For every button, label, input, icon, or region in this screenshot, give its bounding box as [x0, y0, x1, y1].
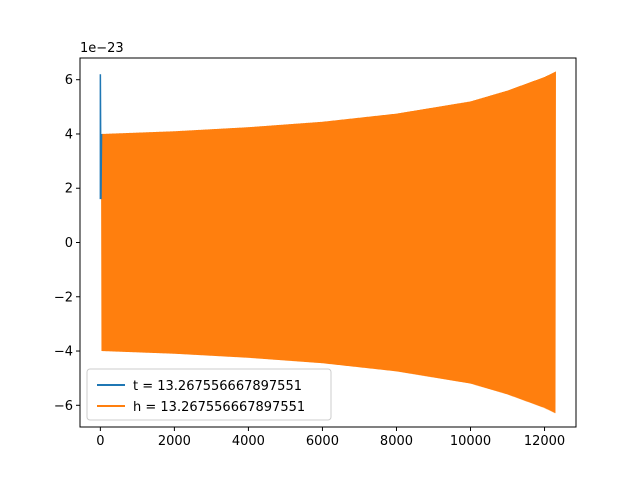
x-tick-label: 6000: [306, 434, 339, 449]
plot-area: [99, 71, 556, 414]
legend-label-t: t = 13.267556667897551: [133, 379, 302, 394]
y-tick-label: −2: [54, 290, 73, 305]
y-tick-label: 2: [65, 182, 73, 197]
x-tick-label: 10000: [450, 434, 491, 449]
legend-box: [86, 368, 332, 421]
x-tick-label: 8000: [380, 434, 413, 449]
x-tick-label: 0: [96, 434, 104, 449]
y-tick-label: 4: [65, 127, 73, 142]
y-axis: −6 −4 −2 0 2 4 6: [54, 73, 80, 414]
legend-label-h: h = 13.267556667897551: [133, 400, 305, 415]
series-t-line: [99, 74, 103, 200]
legend: t = 13.267556667897551 h = 13.2675566678…: [86, 368, 332, 421]
x-axis: 0 2000 4000 6000 8000 10000 12000: [96, 427, 565, 449]
y-scale-label: 1e−23: [80, 41, 124, 56]
y-tick-label: −4: [54, 345, 73, 360]
y-tick-label: 0: [65, 236, 73, 251]
x-tick-label: 2000: [158, 434, 191, 449]
x-tick-label: 4000: [232, 434, 265, 449]
y-tick-label: 6: [65, 73, 73, 88]
series-h-line: [100, 71, 556, 414]
axes-frame: [79, 57, 577, 428]
y-tick-label: −6: [54, 399, 73, 414]
x-tick-label: 12000: [524, 434, 565, 449]
